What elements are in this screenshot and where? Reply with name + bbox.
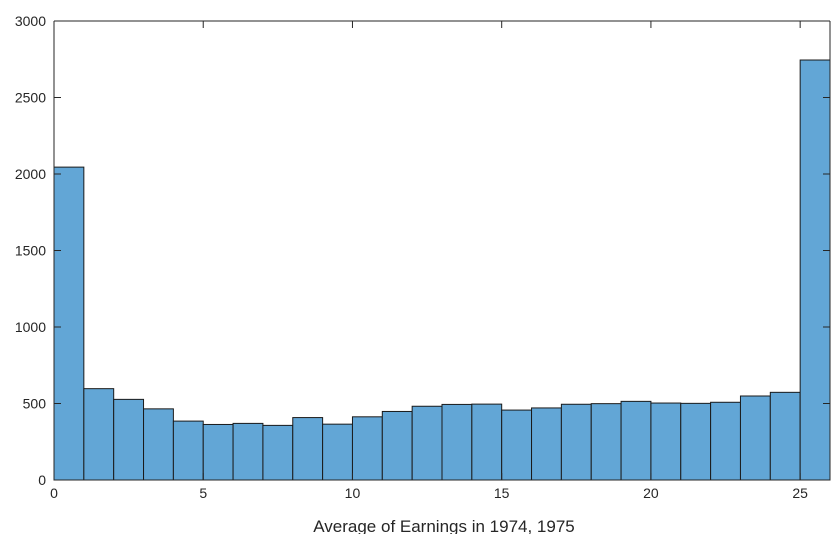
histogram-bar: [680, 402, 712, 481]
x-tick-label: 0: [50, 485, 58, 501]
y-tick-label: 1000: [15, 319, 46, 335]
y-ticks-group: 0 500 1000 1500 2000 2500 3000: [15, 13, 830, 488]
y-tick-label: 2000: [15, 166, 46, 182]
histogram-bar: [650, 402, 682, 481]
histogram-bar: [262, 424, 294, 481]
y-tick-label: 1500: [15, 243, 46, 259]
histogram-bar: [83, 388, 115, 481]
x-tick-label: 20: [643, 485, 659, 501]
histogram-bar: [531, 407, 562, 481]
histogram-bar: [590, 403, 622, 481]
y-tick-label: 500: [23, 396, 47, 412]
y-tick-label: 0: [38, 472, 46, 488]
x-ticks-group: 0 5 10 15 20 25: [50, 21, 808, 501]
histogram-bar: [113, 398, 145, 481]
x-tick-label: 10: [345, 485, 361, 501]
histogram-bar: [351, 416, 383, 481]
x-tick-label: 15: [494, 485, 510, 501]
histogram-bar: [232, 422, 264, 481]
histogram-bar: [769, 391, 801, 481]
histogram-bar: [411, 405, 443, 481]
histogram-bar: [560, 403, 592, 481]
histogram-bar: [501, 409, 533, 481]
histogram-bar: [799, 59, 831, 481]
bars-group: [53, 59, 831, 481]
histogram-bar: [292, 417, 324, 481]
histogram-bar: [620, 400, 652, 481]
histogram-bar: [172, 420, 204, 481]
x-tick-label: 25: [792, 485, 808, 501]
histogram-bar: [381, 410, 413, 481]
y-tick-label: 2500: [15, 90, 46, 106]
histogram-bar: [739, 395, 771, 481]
histogram-bar: [143, 408, 174, 481]
histogram-bar: [441, 403, 473, 481]
histogram-bar: [471, 403, 503, 481]
y-tick-label: 3000: [15, 13, 46, 29]
histogram-bar: [322, 423, 353, 481]
x-tick-label: 5: [199, 485, 207, 501]
histogram-bar: [202, 423, 234, 481]
x-axis-label: Average of Earnings in 1974, 1975: [313, 517, 575, 534]
histogram-bar: [710, 401, 741, 481]
histogram-bar: [53, 166, 85, 481]
